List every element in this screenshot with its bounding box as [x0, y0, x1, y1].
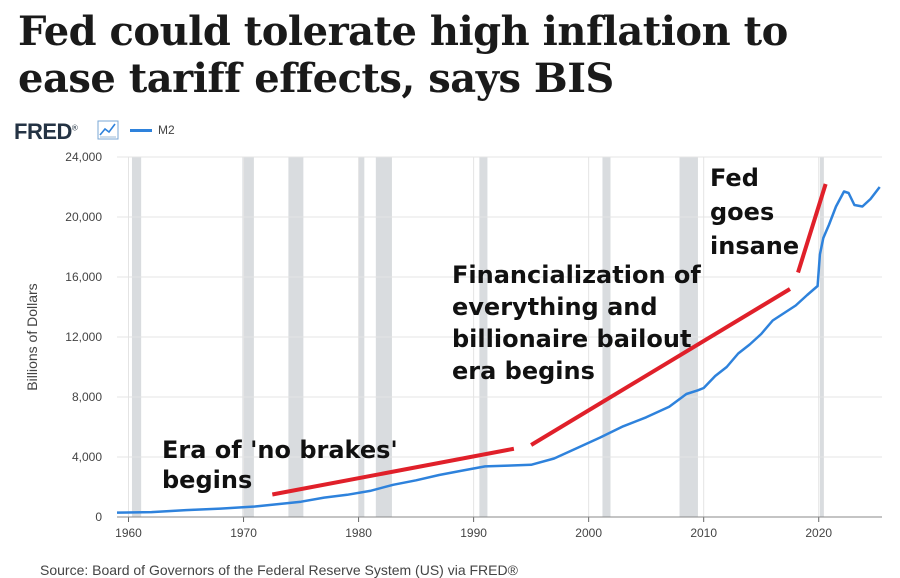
- x-tick-label: 1980: [345, 526, 372, 540]
- y-tick-label: 8,000: [72, 390, 102, 404]
- m2-chart[interactable]: 0 4,000 8,000 12,000 16,000 20,000 24,000 1960 1…: [0, 112, 900, 562]
- headline: Fed could tolerate high inflation to eas…: [18, 8, 888, 102]
- annotation-arrow: [271, 446, 515, 497]
- annotation-text: billionaire bailout: [452, 325, 691, 353]
- y-tick-label: 24,000: [65, 150, 102, 164]
- headline-line-2: ease tariff effects, says BIS: [18, 55, 614, 102]
- fred-logo-mark: ®: [71, 123, 78, 133]
- headline-line-1: Fed could tolerate high inflation to: [18, 8, 788, 55]
- fred-logo[interactable]: FRED®: [14, 119, 78, 145]
- annotation-arrow: [796, 183, 828, 274]
- annotation-text: begins: [162, 466, 252, 494]
- annotation-text: Era of 'no brakes': [162, 436, 398, 464]
- y-tick-label: 4,000: [72, 450, 102, 464]
- annotation-text: Financialization of: [452, 261, 701, 289]
- x-tick-label: 2000: [575, 526, 602, 540]
- m2-series-line: [116, 186, 881, 514]
- annotation-arrow: [530, 287, 792, 447]
- annotation-text: insane: [710, 232, 799, 260]
- y-tick-label: 16,000: [65, 270, 102, 284]
- y-tick-label: 20,000: [65, 210, 102, 224]
- x-tick-label: 1990: [460, 526, 487, 540]
- legend: M2: [130, 123, 175, 137]
- y-axis-label: Billions of Dollars: [24, 283, 40, 390]
- source-note: Source: Board of Governors of the Federa…: [40, 562, 518, 578]
- annotation-text: era begins: [452, 357, 595, 385]
- x-tick-label: 2020: [805, 526, 832, 540]
- legend-swatch: [130, 128, 152, 132]
- y-tick-label: 0: [95, 510, 102, 524]
- legend-label: M2: [158, 123, 175, 137]
- x-tick-label: 1970: [230, 526, 257, 540]
- x-tick-label: 2010: [690, 526, 717, 540]
- chart-line-icon[interactable]: [97, 120, 119, 140]
- y-tick-label: 12,000: [65, 330, 102, 344]
- fred-chart-panel: FRED® M2 0 4,000 8,000 12,000 16,000 20,000 24…: [0, 112, 900, 578]
- fred-logo-text: FRED: [14, 119, 72, 144]
- annotation-text: everything and: [452, 293, 658, 321]
- x-tick-label: 1960: [115, 526, 142, 540]
- annotation-text: Fed: [710, 164, 759, 192]
- annotation-text: goes: [710, 198, 774, 226]
